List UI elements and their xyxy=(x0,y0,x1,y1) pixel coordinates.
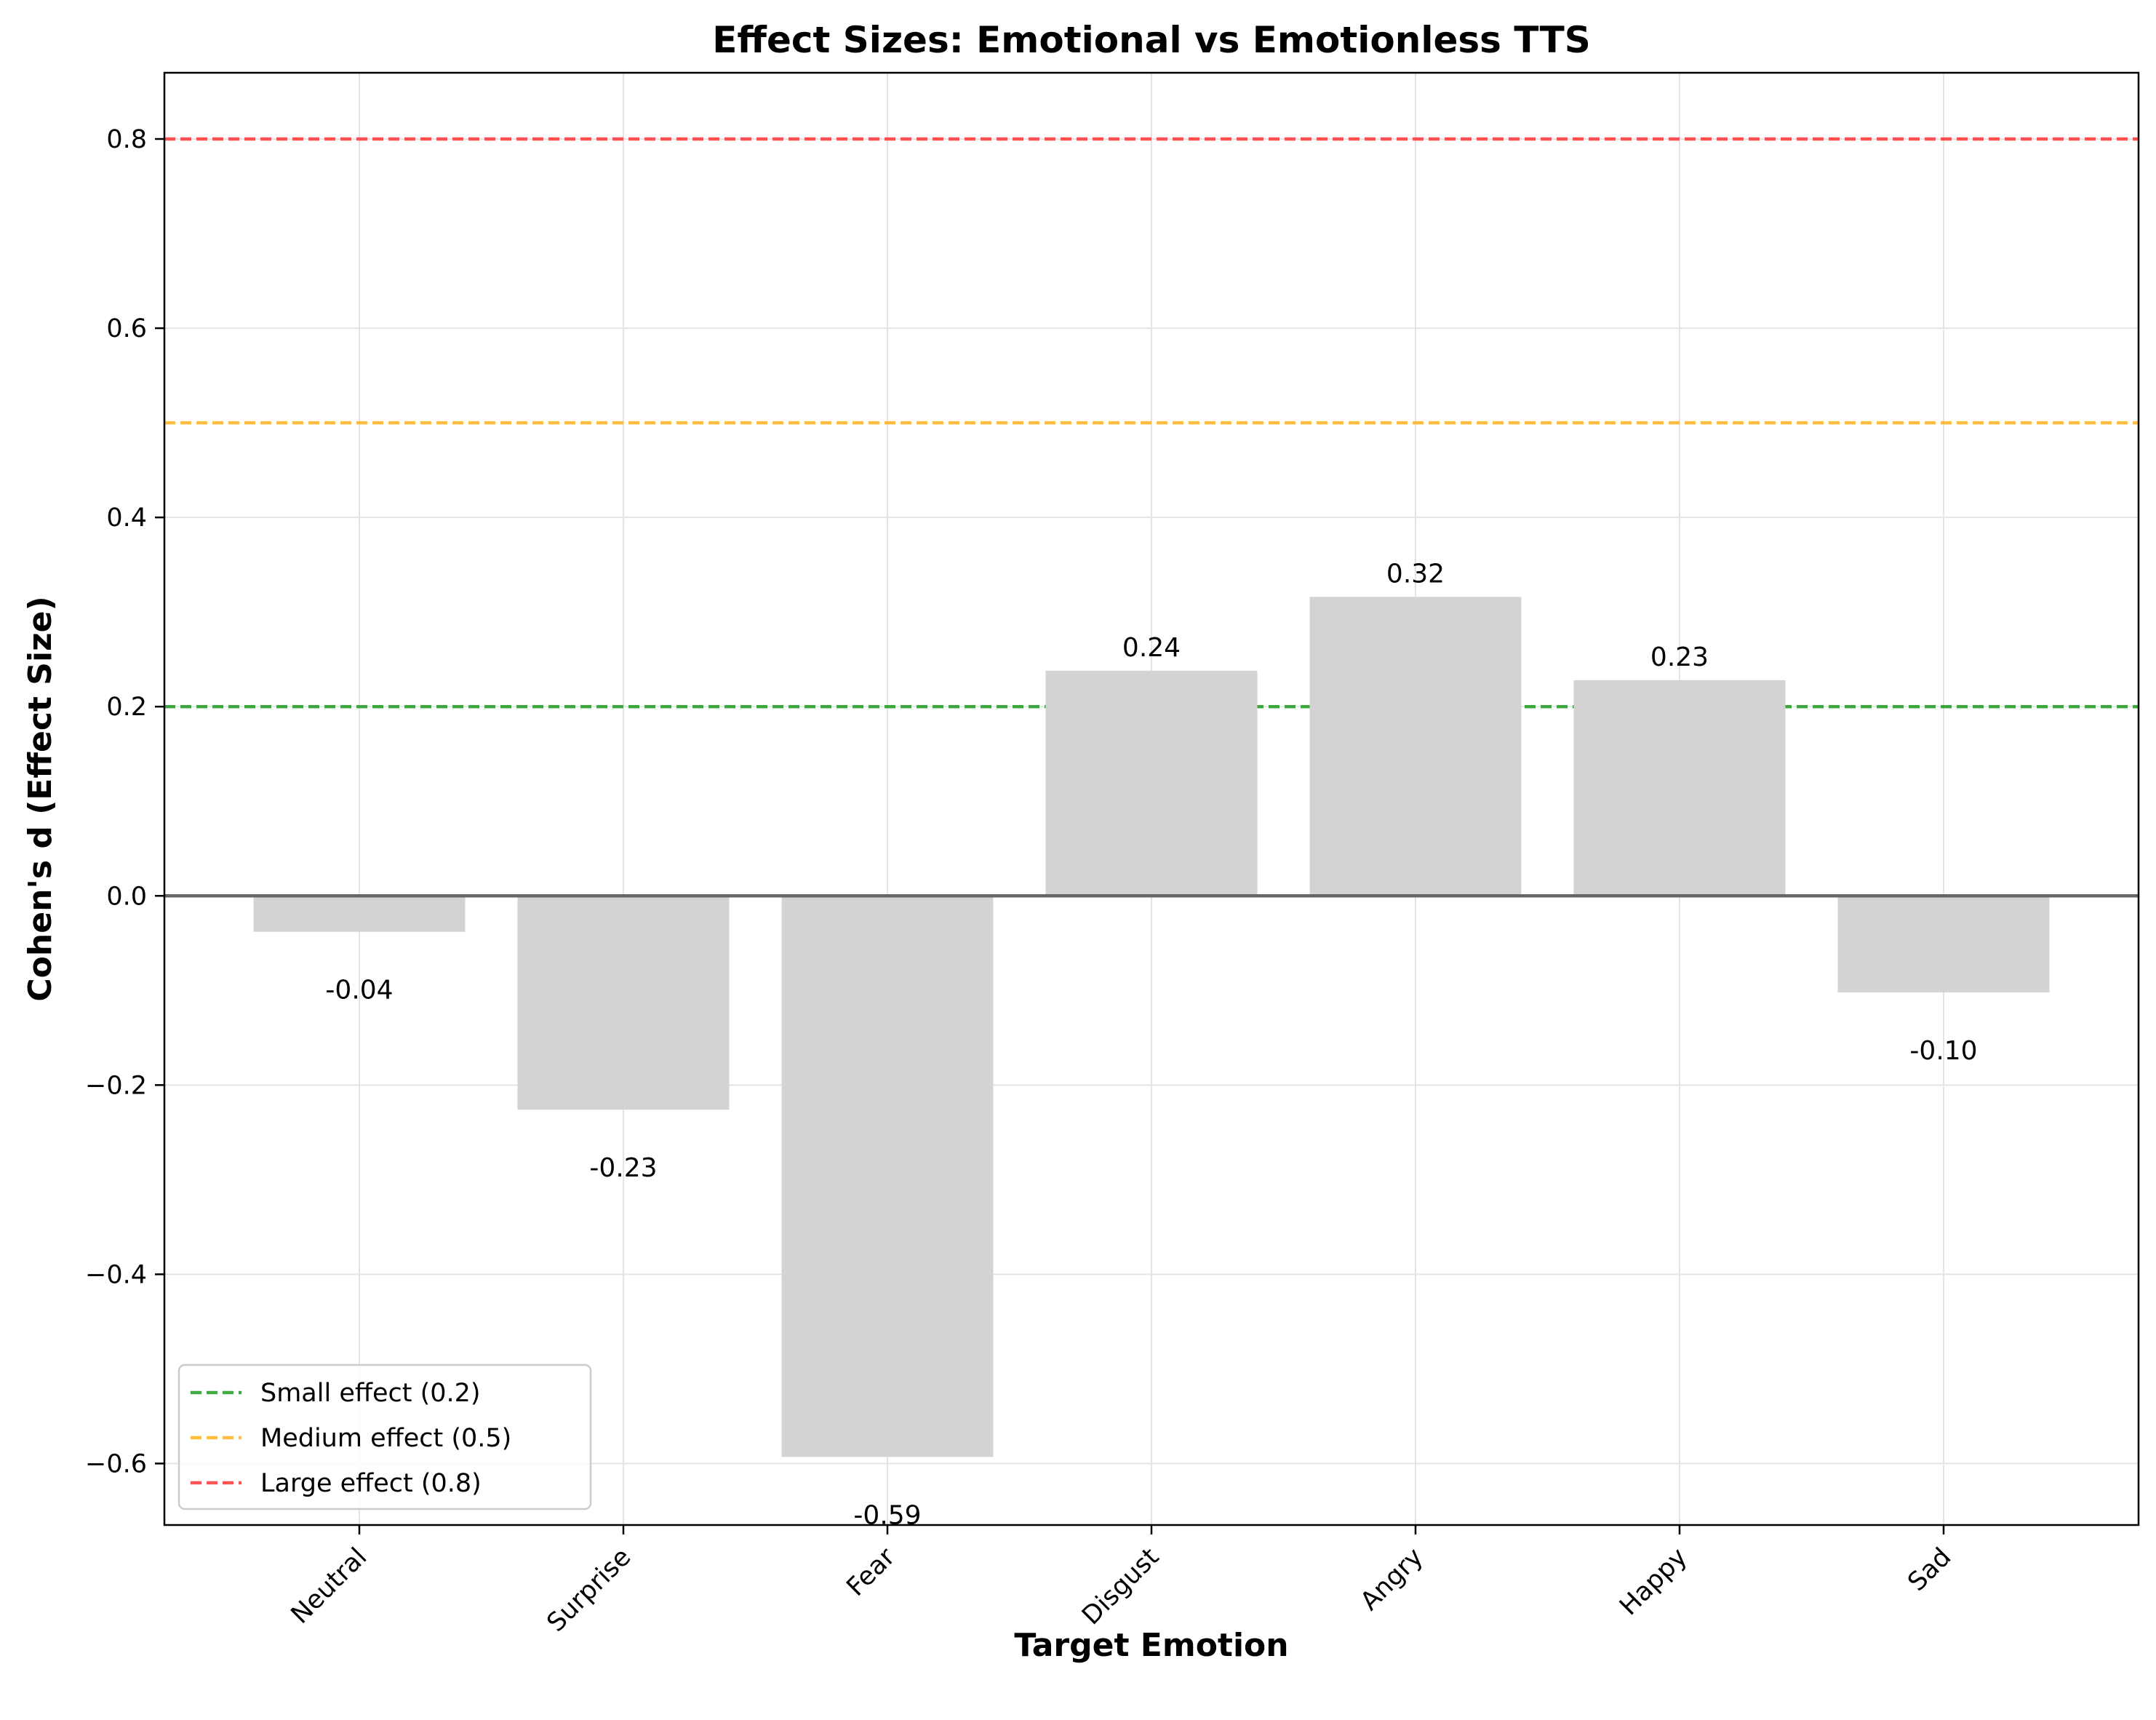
bar-value-label: 0.24 xyxy=(1122,633,1181,663)
bar-disgust xyxy=(1045,670,1258,896)
legend-label-1: Medium effect (0.5) xyxy=(260,1424,511,1453)
bar-surprise xyxy=(517,896,730,1110)
bar-value-label: -0.10 xyxy=(1909,1036,1977,1066)
y-tick-label: 0.0 xyxy=(106,882,147,911)
bar-value-labels: -0.04-0.23-0.590.240.320.23-0.10 xyxy=(325,559,1977,1530)
y-tick-label: −0.2 xyxy=(85,1071,147,1100)
bars xyxy=(253,597,2050,1457)
bar-value-label: -0.04 xyxy=(325,976,393,1006)
bar-fear xyxy=(781,896,994,1457)
y-tick-label: −0.4 xyxy=(85,1260,147,1289)
y-tick-label: 0.4 xyxy=(106,503,147,533)
y-tick-label: 0.2 xyxy=(106,693,147,722)
legend-label-2: Large effect (0.8) xyxy=(260,1469,482,1498)
x-axis-title: Target Emotion xyxy=(1014,1627,1288,1664)
legend-box xyxy=(177,1363,592,1510)
y-tick-label: 0.6 xyxy=(106,314,147,343)
chart-title: Effect Sizes: Emotional vs Emotionless T… xyxy=(712,19,1590,61)
bar-happy xyxy=(1573,680,1786,896)
y-axis-ticks: −0.6 −0.4 −0.2 0.0 0.2 0.4 0.6 0.8 xyxy=(85,125,164,1478)
legend-label-0: Small effect (0.2) xyxy=(260,1379,481,1408)
legend: Small effect (0.2) Medium effect (0.5) Lar… xyxy=(177,1363,592,1510)
bar-sad xyxy=(1837,896,2050,992)
bar-value-label: 0.32 xyxy=(1386,559,1445,589)
y-axis-title: Cohen's d (Effect Size) xyxy=(22,596,59,1001)
y-tick-label: 0.8 xyxy=(106,125,147,154)
bar-angry xyxy=(1309,597,1522,896)
bar-value-label: -0.23 xyxy=(589,1153,657,1183)
bar-value-label: 0.23 xyxy=(1650,642,1709,672)
y-tick-label: −0.6 xyxy=(85,1449,147,1478)
bar-neutral xyxy=(253,896,466,932)
